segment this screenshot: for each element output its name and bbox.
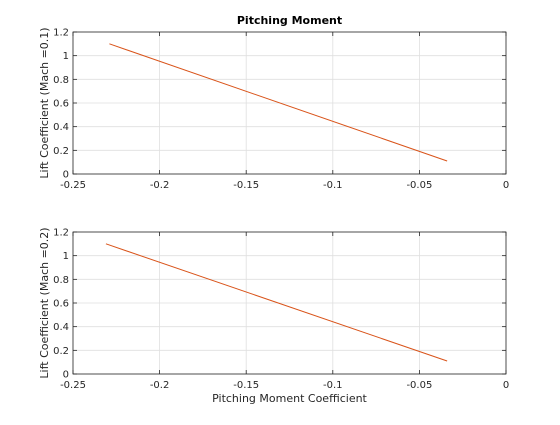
- y-axis-label: Lift Coefficient (Mach =0.2): [38, 227, 51, 378]
- y-tick-label: 0.6: [53, 99, 69, 110]
- y-tick-label: 1.2: [53, 228, 69, 239]
- series-line: [109, 43, 448, 162]
- y-tick-label: 0.4: [53, 322, 69, 333]
- bottom-subplot: -0.25 -0.2 -0.15 -0.1 -0.05 0 0 0.2 0.4 0.6 0.8 1 1.…: [38, 227, 509, 405]
- x-tick-label: -0.1: [323, 180, 343, 191]
- x-tick-label: -0.2: [150, 180, 170, 191]
- y-tick-label: 0.2: [53, 346, 69, 357]
- y-tick-label: 0: [63, 170, 69, 181]
- y-tick-label: 0.8: [53, 275, 69, 286]
- y-axis-label: Lift Coefficient (Mach =0.1): [38, 27, 51, 178]
- y-tick-label: 0.4: [53, 122, 69, 133]
- x-tick-label: -0.15: [233, 380, 259, 391]
- y-tick-label: 1: [63, 51, 69, 62]
- y-tick-label: 0: [63, 370, 69, 381]
- x-tick-label: -0.1: [323, 380, 343, 391]
- y-tick-label: 1: [63, 251, 69, 262]
- x-tick-label: -0.15: [233, 180, 259, 191]
- y-tick-label: 0.2: [53, 146, 69, 157]
- x-tick-label: -0.25: [60, 180, 86, 191]
- y-tick-label: 0.6: [53, 299, 69, 310]
- x-tick-label: 0: [503, 380, 509, 391]
- y-tick-label: 1.2: [53, 28, 69, 39]
- y-tick-label: 0.8: [53, 75, 69, 86]
- x-tick-label: -0.2: [150, 380, 170, 391]
- chart-title: Pitching Moment: [237, 14, 342, 27]
- x-tick-label: -0.05: [406, 180, 432, 191]
- x-tick-label: -0.25: [60, 380, 86, 391]
- x-tick-label: 0: [503, 180, 509, 191]
- x-axis-label: Pitching Moment Coefficient: [212, 392, 367, 405]
- series-line: [105, 243, 448, 362]
- top-subplot: -0.25 -0.2 -0.15 -0.1 -0.05 0 0 0.2 0.4 0.6 0.8 1 1.…: [38, 14, 509, 191]
- x-tick-label: -0.05: [406, 380, 432, 391]
